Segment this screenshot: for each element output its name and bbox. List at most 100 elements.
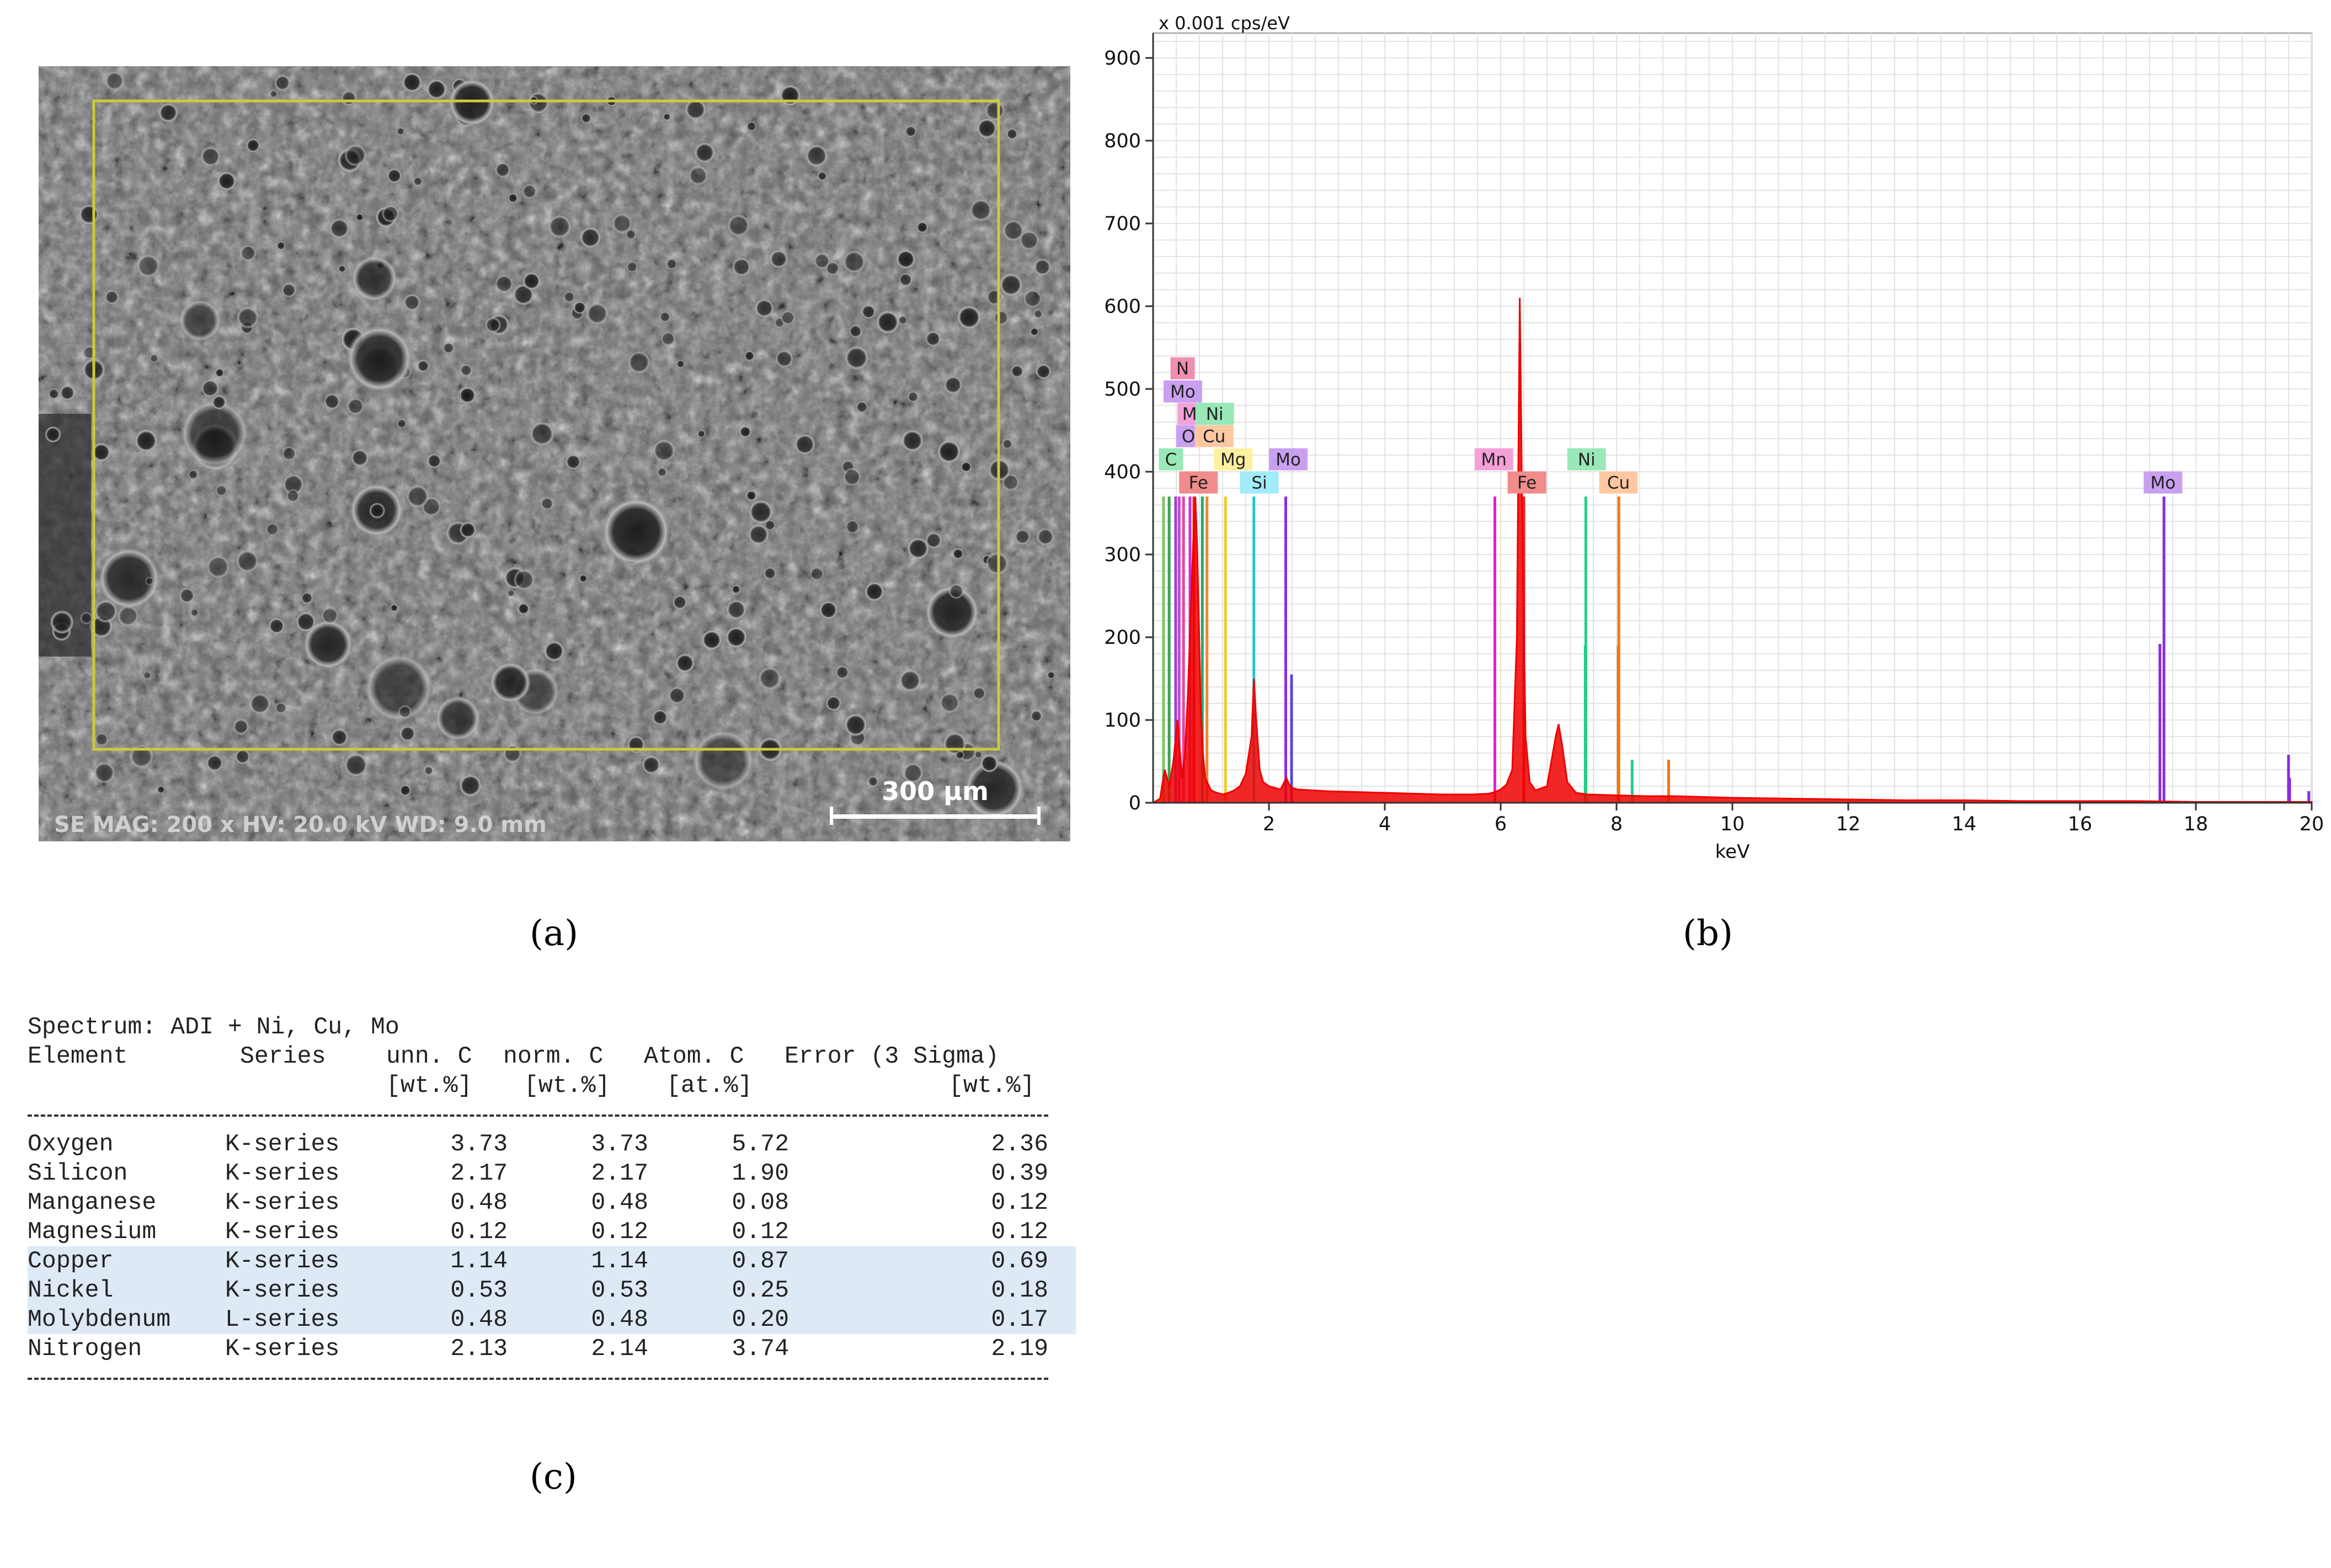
table-title-line: Spectrum: ADI + Ni, Cu, Mo: [28, 1012, 1076, 1042]
cell-element: Magnesium: [28, 1218, 157, 1245]
table-row: Manganese K-series 0.48 0.48 0.08 0.12: [28, 1188, 1076, 1217]
sem-pore: [338, 265, 346, 273]
sem-pore: [484, 317, 502, 333]
element-label: Cu: [1599, 471, 1638, 494]
sem-pore: [727, 214, 750, 237]
y-unit-label: x 0.001 cps/eV: [1159, 13, 1290, 34]
sem-pore: [302, 619, 354, 670]
sem-pore: [494, 162, 511, 178]
element-label-text: Mo: [2151, 473, 2176, 493]
sem-pore: [521, 183, 537, 199]
sem-pore: [398, 705, 412, 719]
sem-pore: [580, 113, 592, 124]
sem-pore: [190, 608, 199, 617]
element-label-text: Ni: [1578, 450, 1596, 470]
cell-element: Nitrogen: [28, 1335, 142, 1362]
sem-pore: [652, 439, 676, 463]
element-label-text: Fe: [1517, 473, 1537, 493]
sem-pore: [402, 72, 423, 93]
table-body: Oxygen K-series 3.73 3.73 5.72 2.36 Sili…: [28, 1129, 1076, 1363]
sem-pore: [94, 599, 118, 623]
sem-pore: [660, 331, 676, 346]
cell-series: K-series: [225, 1335, 340, 1362]
cell-element: Molybdenum: [28, 1306, 171, 1333]
sem-pore: [268, 617, 285, 634]
sem-pore: [961, 461, 972, 473]
sem-pore: [94, 732, 109, 746]
sem-pore: [508, 193, 518, 204]
cell-norm-c: 0.48: [591, 1306, 648, 1333]
element-label: Fe: [1179, 471, 1218, 494]
sem-pore: [507, 589, 515, 598]
sem-pore: [725, 626, 748, 648]
element-label-text: Cu: [1203, 427, 1225, 447]
cell-unn-c: 0.48: [450, 1306, 508, 1333]
table-rule-bottom: [28, 1363, 1076, 1393]
sem-pore: [513, 568, 535, 591]
spectrum-title: Spectrum: ADI + Ni, Cu, Mo: [28, 1014, 399, 1041]
header-atom-c: Atom. C: [644, 1043, 744, 1070]
x-tick-label: 8: [1610, 813, 1623, 835]
element-label-box: [1159, 448, 1183, 471]
x-axis-title: keV: [1715, 841, 1750, 863]
sem-pore: [898, 669, 922, 692]
sem-pore: [842, 250, 866, 274]
cell-atom-c: 0.20: [732, 1306, 789, 1333]
sem-pore: [895, 249, 916, 269]
sem-pore: [417, 359, 430, 372]
sem-pore: [460, 364, 473, 377]
sem-pore: [861, 304, 876, 319]
sem-pore: [403, 294, 421, 311]
y-tick-label: 600: [1104, 296, 1141, 318]
cell-series: K-series: [225, 1277, 340, 1304]
element-label-text: M: [1182, 404, 1197, 424]
sem-pore: [399, 725, 416, 742]
sem-pore: [434, 695, 481, 742]
sem-pore: [527, 91, 550, 114]
sem-pore: [206, 554, 231, 579]
table-row: Molybdenum L-series 0.48 0.48 0.20 0.17: [28, 1305, 1076, 1334]
sem-pore: [540, 497, 554, 510]
y-tick-label: 300: [1104, 544, 1141, 566]
sem-pore: [977, 118, 998, 139]
element-label-text: Si: [1251, 473, 1267, 493]
element-label: Mg: [1214, 448, 1253, 471]
sem-pore: [665, 258, 678, 270]
sem-pore: [1018, 230, 1040, 251]
table-rule-top: [28, 1100, 1076, 1129]
sem-pore: [726, 599, 746, 620]
eds-quant-table: Spectrum: ADI + Ni, Cu, Mo Element Serie…: [28, 1012, 1076, 1393]
cell-element: Nickel: [28, 1277, 114, 1304]
sem-pore: [265, 522, 279, 536]
sem-pore: [916, 221, 929, 233]
sem-pore: [691, 728, 755, 792]
element-label: Fe: [1507, 471, 1546, 494]
element-label-text: O: [1182, 427, 1195, 447]
cell-error: 0.12: [991, 1189, 1048, 1216]
element-label: Cu: [1194, 425, 1234, 447]
sem-pore: [236, 306, 259, 329]
sem-pore: [925, 330, 941, 347]
sem-pore: [657, 467, 667, 477]
x-tick-label: 6: [1495, 813, 1507, 835]
sem-pore: [986, 289, 1003, 306]
element-label-box: [2143, 471, 2183, 494]
unit-unn-c: [wt.%]: [386, 1072, 472, 1099]
sem-pore: [136, 254, 161, 278]
sem-pore: [1002, 219, 1025, 242]
sem-pore: [906, 537, 930, 560]
x-tick-label: 10: [1720, 813, 1745, 835]
element-label-box: [1240, 471, 1279, 494]
sem-pore: [93, 761, 116, 784]
cell-error: 0.39: [991, 1160, 1048, 1187]
sem-pore: [952, 548, 964, 560]
sem-pore: [503, 744, 522, 764]
sem-micrograph: 300 µm SE MAG: 200 x HV: 20.0 kV WD: 9.0…: [39, 66, 1070, 841]
sem-pore: [672, 595, 687, 610]
sem-pore: [867, 776, 879, 787]
sem-pore: [685, 98, 707, 121]
x-tick-label: 2: [1263, 813, 1275, 835]
sem-pore: [413, 176, 423, 186]
sem-pore: [92, 442, 111, 462]
sem-pore: [779, 84, 801, 106]
